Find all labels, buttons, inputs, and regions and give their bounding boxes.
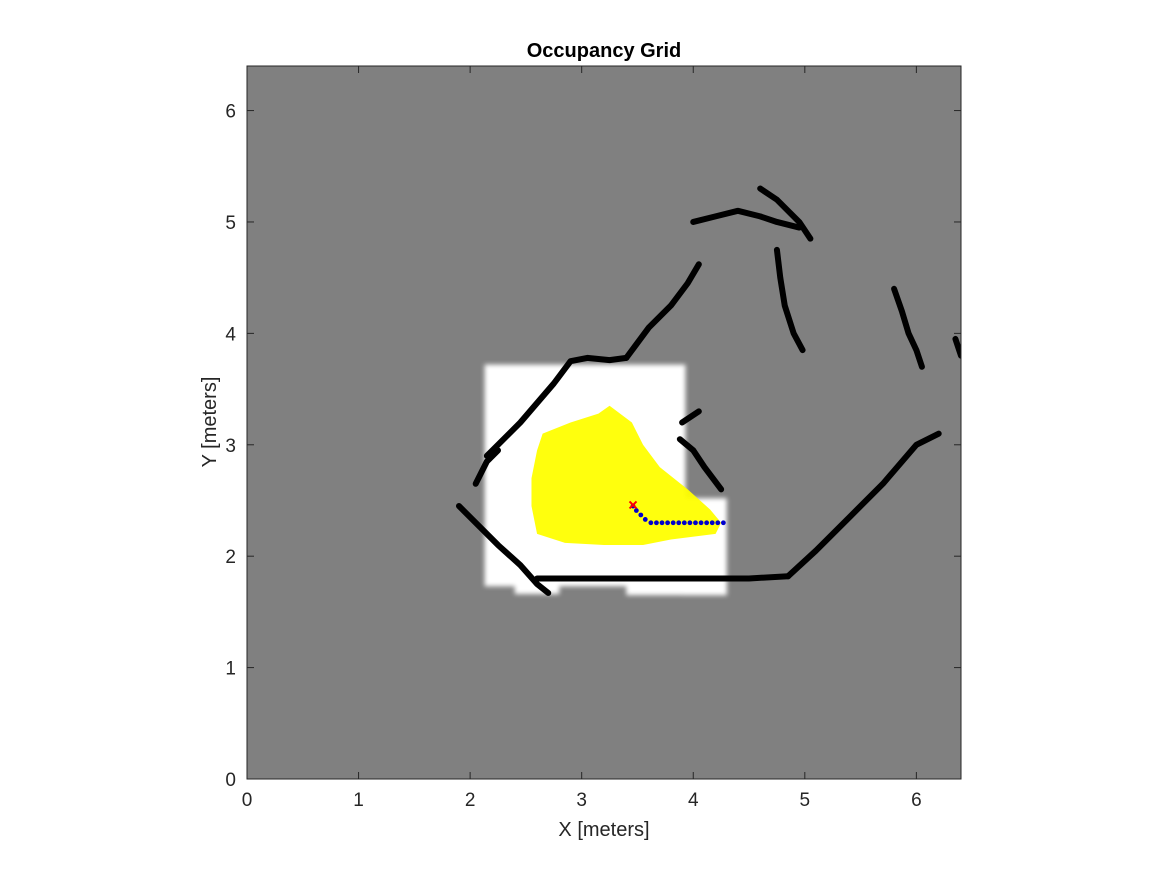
path-point (698, 520, 704, 526)
obstacle-bottom-wall (534, 573, 792, 582)
obstacle-left-wall-notch (472, 447, 502, 487)
y-tick-label: 6 (225, 102, 236, 123)
obstacle-left-wall-lower (455, 503, 552, 596)
free-region-3 (626, 578, 727, 596)
y-tick-label: 5 (225, 213, 236, 234)
x-tick-label: 1 (353, 790, 364, 811)
obstacle-vertical-segment (773, 246, 806, 354)
obstacle-layer (455, 185, 961, 596)
x-tick-label: 4 (688, 790, 699, 811)
path-point (654, 520, 659, 526)
y-tick-label: 1 (225, 659, 236, 680)
path-point (720, 520, 726, 526)
path-point (659, 520, 665, 526)
path-point (687, 520, 693, 526)
y-tick-label: 2 (225, 547, 236, 568)
x-tick-label: 0 (242, 790, 253, 811)
y-axis: 0 1 2 3 4 5 6 (225, 102, 961, 791)
path-point (638, 512, 644, 518)
x-tick-label: 6 (911, 790, 922, 811)
x-tick-label: 3 (576, 790, 587, 811)
frontier-region (531, 405, 722, 546)
obstacle-top-arc (690, 207, 803, 231)
path-point (709, 520, 715, 526)
chart-title: Occupancy Grid (527, 40, 682, 62)
x-tick-label: 5 (800, 790, 811, 811)
path-layer (630, 503, 726, 526)
axes-box (246, 65, 962, 780)
path-point (693, 520, 698, 526)
path-point (715, 520, 721, 526)
path-point (676, 520, 682, 526)
path-point (665, 520, 670, 526)
path-point (704, 520, 710, 526)
obstacle-upper-left-diagonal (623, 261, 702, 361)
obstacle-right-cluster (891, 285, 925, 370)
path-point (642, 517, 648, 522)
obstacle-top-curl (757, 185, 814, 242)
y-tick-label: 0 (225, 770, 236, 791)
plot-area (247, 66, 961, 779)
x-axis-label: X [meters] (558, 819, 649, 841)
robot-layer (628, 500, 638, 510)
y-tick-label: 4 (225, 324, 236, 345)
obstacle-small-stub (676, 436, 725, 493)
obstacle-edge-scraps (952, 335, 961, 359)
obstacle-left-wall-upper (483, 354, 630, 459)
path-point (681, 520, 687, 526)
frontier-region-layer (531, 405, 722, 546)
x-axis: 0 1 2 3 4 5 6 (242, 66, 922, 811)
x-tick-label: 2 (465, 790, 476, 811)
path-point (670, 520, 676, 526)
obstacle-right-diagonal-wall (785, 430, 942, 580)
path-point (648, 520, 654, 526)
y-tick-label: 3 (225, 436, 236, 457)
obstacle-small-stub-2 (679, 408, 702, 426)
path-point (633, 508, 639, 513)
y-axis-label: Y [meters] (199, 377, 221, 468)
robot-marker (628, 500, 638, 510)
